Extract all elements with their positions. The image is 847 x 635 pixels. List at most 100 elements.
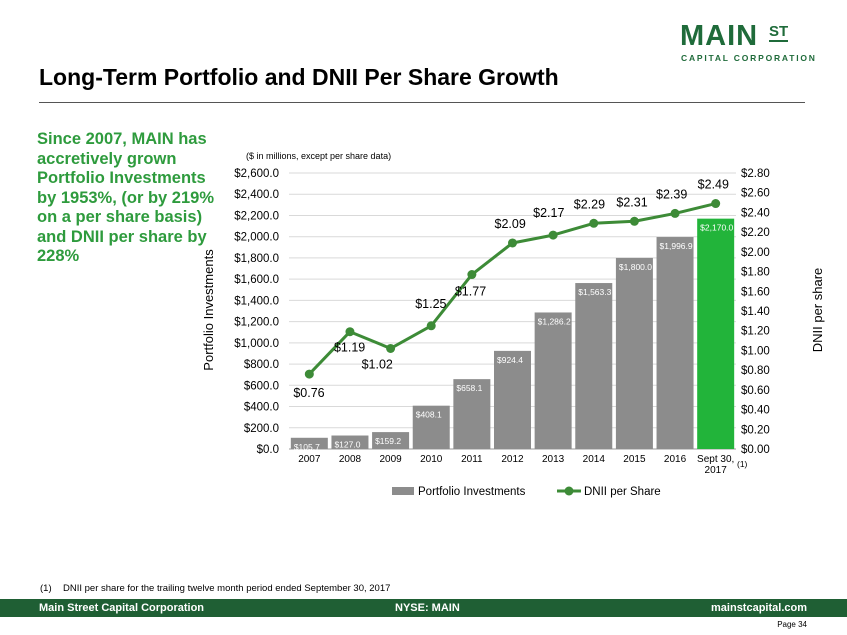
bar-value-label: $1,563.3 (578, 287, 611, 297)
line-value-label: $1.19 (334, 341, 365, 355)
x-tick-label: 2015 (623, 454, 646, 465)
bar-portfolio-investments (534, 312, 572, 449)
y-tick-label: $400.0 (244, 402, 279, 414)
line-value-label: $1.25 (415, 297, 446, 311)
y2-tick-label: $1.80 (741, 267, 770, 279)
bar-portfolio-investments (372, 432, 410, 449)
bar-portfolio-investments (697, 218, 735, 449)
footer-bar: Main Street Capital Corporation NYSE: MA… (0, 599, 847, 617)
line-value-label: $2.17 (533, 206, 564, 220)
point-dnii-per-share (345, 327, 355, 337)
x-tick-label: 2016 (664, 454, 687, 465)
point-dnii-per-share (426, 321, 436, 331)
x-tick-label: 2012 (501, 454, 524, 465)
legend-marker-dnii-per-share (564, 486, 574, 496)
point-dnii-per-share (670, 208, 680, 218)
y2-tick-label: $0.20 (741, 424, 770, 436)
point-dnii-per-share (711, 199, 721, 209)
line-value-label: $2.29 (574, 197, 605, 211)
footer-company-name: Main Street Capital Corporation (39, 602, 205, 614)
x-tick-label: 2010 (420, 454, 443, 465)
x-tick-label: 2011 (461, 454, 483, 465)
bar-portfolio-investments (575, 283, 613, 449)
bar-value-label: $1,286.2 (538, 316, 571, 326)
x-tick-label: Sept 30, (697, 454, 734, 465)
bar-value-label: $658.1 (456, 383, 482, 393)
y2-tick-label: $0.80 (741, 365, 770, 377)
bar-portfolio-investments (331, 435, 369, 449)
y2-tick-label: $0.60 (741, 385, 770, 397)
bar-value-label: $1,996.9 (660, 241, 693, 251)
y2-tick-label: $2.40 (741, 207, 770, 219)
y-tick-label: $1,000.0 (234, 338, 279, 350)
bar-portfolio-investments (412, 405, 450, 449)
point-dnii-per-share (629, 216, 639, 226)
point-dnii-per-share (508, 238, 517, 248)
y-axis-title: Portfolio Investments (201, 249, 216, 371)
point-dnii-per-share (467, 270, 477, 280)
y2-tick-label: $1.00 (741, 345, 770, 357)
portfolio-dnii-chart: $0.0 $200.0 $400.0 $600.0 $800.0 $1,000.0 $1,2… (201, 168, 825, 498)
line-value-label: $2.31 (616, 195, 647, 209)
main-street-logo: MAIN ST CAPITAL CORPORATION (680, 20, 815, 64)
line-value-label: $1.02 (362, 357, 393, 371)
bar-value-label: $127.0 (334, 440, 360, 450)
point-dnii-per-share (589, 218, 599, 228)
y-tick-label: $2,000.0 (234, 232, 279, 244)
bar-value-label: $408.1 (416, 410, 442, 420)
units-note: ($ in millions, except per share data) (246, 151, 392, 161)
bar-portfolio-investments (290, 437, 328, 449)
y-tick-label: $1,800.0 (234, 253, 279, 265)
line-value-label: $2.49 (698, 178, 729, 192)
highlight-summary: Since 2007, MAIN has accretively grown P… (37, 130, 215, 265)
y-tick-label: $1,200.0 (234, 317, 279, 329)
x-tick-label: 2017 (705, 465, 728, 476)
footer-website-link[interactable]: mainstcapital.com (711, 602, 807, 614)
point-dnii-per-share (386, 343, 396, 353)
y-tick-label: $1,400.0 (234, 295, 279, 307)
x-tick-label: 2014 (583, 454, 606, 465)
y-tick-label: $2,400.0 (234, 189, 279, 201)
legend-label-dnii-per-share: DNII per Share (584, 486, 661, 498)
y2-tick-label: $2.80 (741, 168, 770, 180)
y-tick-label: $0.0 (257, 444, 279, 456)
bar-portfolio-investments (615, 257, 653, 449)
page-number: Page 34 (777, 620, 807, 629)
line-value-label: $2.39 (656, 187, 687, 201)
title-divider (39, 102, 805, 103)
logo-main-text: MAIN (680, 20, 759, 52)
footnote-text: DNII per share for the trailing twelve m… (63, 583, 391, 594)
y2-axis-title: DNII per share (810, 268, 825, 353)
line-value-label: $2.09 (495, 217, 526, 231)
footer-ticker: NYSE: MAIN (395, 602, 460, 614)
x-tick-label: 2007 (298, 454, 321, 465)
footnote-number: (1) (40, 583, 52, 594)
y2-tick-label: $1.40 (741, 306, 770, 318)
y2-tick-label: $2.20 (741, 227, 770, 239)
bar-value-label: $2,170.0 (700, 223, 733, 233)
y-tick-label: $2,200.0 (234, 210, 279, 222)
page-title: Long-Term Portfolio and DNII Per Share G… (39, 64, 559, 90)
y2-tick-label: $1.60 (741, 286, 770, 298)
y2-tick-label: $2.60 (741, 188, 770, 200)
bar-value-label: $105.7 (294, 442, 320, 452)
x-tick-label: 2008 (339, 454, 362, 465)
legend-label-portfolio-investments: Portfolio Investments (418, 486, 526, 498)
y-tick-label: $1,600.0 (234, 274, 279, 286)
category-footnote-marker: (1) (737, 459, 748, 469)
x-tick-label: 2009 (379, 454, 402, 465)
y-tick-label: $800.0 (244, 359, 279, 371)
y-tick-label: $200.0 (244, 423, 279, 435)
y2-tick-label: $0.40 (741, 405, 770, 417)
x-tick-label: 2013 (542, 454, 565, 465)
line-value-label: $0.76 (293, 386, 324, 400)
y-tick-label: $2,600.0 (234, 168, 279, 180)
point-dnii-per-share (548, 230, 558, 240)
y2-tick-label: $2.00 (741, 247, 770, 259)
bar-value-label: $1,800.0 (619, 262, 652, 272)
bar-portfolio-investments (656, 237, 694, 449)
y2-tick-label: $0.00 (741, 444, 770, 456)
bar-portfolio-investments (494, 350, 531, 449)
logo-st-text: ST (769, 23, 789, 42)
bar-portfolio-investments (453, 379, 491, 449)
